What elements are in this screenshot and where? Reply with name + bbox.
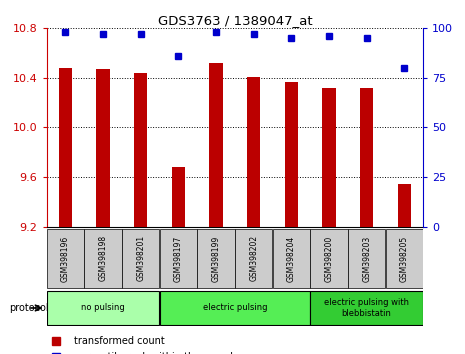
Bar <box>322 88 336 227</box>
Text: GSM398197: GSM398197 <box>174 235 183 281</box>
Text: GSM398198: GSM398198 <box>99 235 107 281</box>
Bar <box>285 82 298 227</box>
Text: GSM398200: GSM398200 <box>325 235 333 281</box>
Bar <box>385 229 423 288</box>
Bar <box>159 291 310 325</box>
Bar <box>360 88 373 227</box>
Bar <box>96 69 110 227</box>
Text: electric pulsing with
blebbistatin: electric pulsing with blebbistatin <box>324 298 409 318</box>
Bar <box>197 229 235 288</box>
Bar <box>272 229 310 288</box>
Bar <box>84 229 122 288</box>
Bar <box>247 76 260 227</box>
Bar <box>348 229 385 288</box>
Text: GSM398199: GSM398199 <box>212 235 220 281</box>
Bar <box>159 229 197 288</box>
Bar <box>59 68 72 227</box>
Text: protocol: protocol <box>9 303 49 313</box>
Text: GSM398204: GSM398204 <box>287 235 296 281</box>
Bar <box>310 291 423 325</box>
Text: GSM398205: GSM398205 <box>400 235 409 281</box>
Bar <box>134 73 147 227</box>
Text: GSM398202: GSM398202 <box>249 235 258 281</box>
Text: GSM398203: GSM398203 <box>362 235 371 281</box>
Bar <box>46 229 84 288</box>
Bar <box>46 291 159 325</box>
Bar <box>172 167 185 227</box>
Text: no pulsing: no pulsing <box>81 303 125 313</box>
Bar <box>235 229 272 288</box>
Text: transformed count: transformed count <box>74 336 165 346</box>
Text: GSM398196: GSM398196 <box>61 235 70 281</box>
Bar <box>310 229 348 288</box>
Text: percentile rank within the sample: percentile rank within the sample <box>74 352 239 354</box>
Text: GSM398201: GSM398201 <box>136 235 145 281</box>
Bar <box>122 229 159 288</box>
Title: GDS3763 / 1389047_at: GDS3763 / 1389047_at <box>158 14 312 27</box>
Text: electric pulsing: electric pulsing <box>203 303 267 313</box>
Bar <box>398 184 411 227</box>
Bar <box>209 63 223 227</box>
